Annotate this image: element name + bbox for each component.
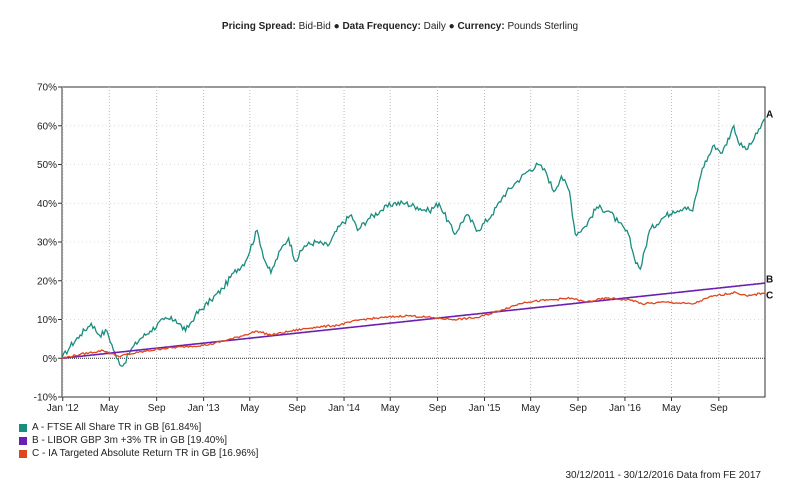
x-tick-label: Sep <box>148 403 166 414</box>
plot-area <box>61 86 766 398</box>
x-tick-label: Sep <box>429 403 447 414</box>
series-end-label-b: B <box>766 275 773 286</box>
y-tick-label: 0% <box>43 354 58 365</box>
y-tick-label: 60% <box>37 121 57 132</box>
x-tick-label: Sep <box>710 403 728 414</box>
pricing-spread-label: Pricing Spread: <box>221 21 296 32</box>
separator: ● <box>333 21 340 32</box>
x-tick-label: May <box>662 403 681 414</box>
x-tick-label: Jan '12 <box>47 403 79 414</box>
series-line-a <box>61 118 766 367</box>
legend-label: B - LIBOR GBP 3m +3% TR in GB [19.40%] <box>32 435 227 446</box>
separator: ● <box>448 21 455 32</box>
legend-swatch <box>19 436 27 445</box>
x-tick-label: Jan '13 <box>188 403 220 414</box>
series-end-label-a: A <box>766 110 773 121</box>
series-end-label-c: C <box>766 291 773 302</box>
x-tick-label: May <box>100 403 119 414</box>
x-tick-label: May <box>521 403 540 414</box>
legend-entry-b: B - LIBOR GBP 3m +3% TR in GB [19.40%] <box>19 434 258 447</box>
legend-entry-c: C - IA Targeted Absolute Return TR in GB… <box>19 447 258 460</box>
series-line-b <box>61 282 766 360</box>
series-line-c <box>61 290 766 359</box>
legend-entry-a: A - FTSE All Share TR in GB [61.84%] <box>19 421 258 434</box>
legend-swatch <box>19 449 27 458</box>
chart-legend: A - FTSE All Share TR in GB [61.84%] B - … <box>19 421 258 460</box>
x-tick-label: Sep <box>569 403 587 414</box>
y-tick-label: 10% <box>37 315 57 326</box>
currency-label: Currency: <box>457 21 505 32</box>
pricing-spread-value: Bid-Bid <box>298 21 331 32</box>
legend-label: C - IA Targeted Absolute Return TR in GB… <box>32 448 259 459</box>
legend-label: A - FTSE All Share TR in GB [61.84%] <box>32 422 202 433</box>
date-range-source: 30/12/2011 - 30/12/2016 Data from FE 201… <box>565 470 761 481</box>
data-frequency-value: Daily <box>423 21 446 32</box>
y-tick-label: 70% <box>37 83 57 94</box>
data-frequency-label: Data Frequency: <box>342 21 421 32</box>
x-tick-label: Jan '14 <box>328 403 360 414</box>
currency-value: Pounds Sterling <box>507 21 579 32</box>
legend-swatch <box>19 423 27 432</box>
y-tick-label: 30% <box>37 238 57 249</box>
line-chart: Jan '12 May Sep Jan '13 May Sep Jan '14 May Sep J… <box>34 83 774 415</box>
y-tick-label: 40% <box>37 199 57 210</box>
y-tick-label: 20% <box>37 276 57 287</box>
y-tick-label: -10% <box>34 393 57 404</box>
x-tick-label: Jan '15 <box>469 403 501 414</box>
x-tick-label: Sep <box>288 403 306 414</box>
y-tick-label: 50% <box>37 160 57 171</box>
x-tick-label: May <box>240 403 259 414</box>
chart-header: Pricing Spread: Bid-Bid ● Data Frequency… <box>0 21 800 32</box>
x-tick-label: May <box>381 403 400 414</box>
x-tick-label: Jan '16 <box>609 403 641 414</box>
